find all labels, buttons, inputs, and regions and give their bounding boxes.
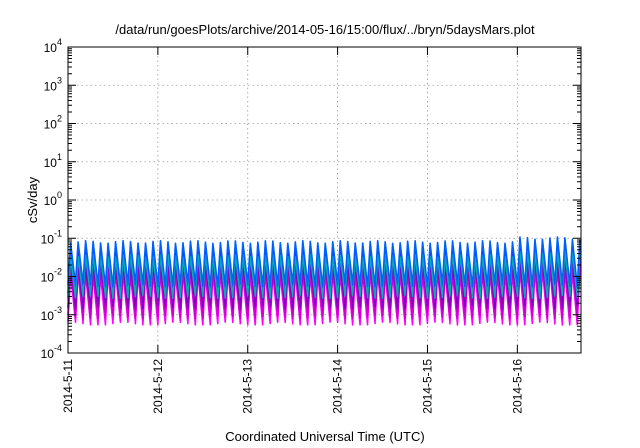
y-tick-label: 10-2 <box>41 267 62 285</box>
x-tick-label: 2014-5-14 <box>331 359 345 414</box>
x-axis-label: Coordinated Universal Time (UTC) <box>225 429 424 444</box>
series-line <box>67 236 581 288</box>
axis-ticks <box>67 46 581 354</box>
grid-lines <box>68 47 581 353</box>
y-tick-label: 10-3 <box>41 305 62 323</box>
y-tick-label: 101 <box>44 152 62 170</box>
y-tick-label: 102 <box>44 114 62 132</box>
data-series <box>67 236 581 326</box>
y-tick-label: 10-1 <box>41 228 62 246</box>
chart-title: /data/run/goesPlots/archive/2014-05-16/1… <box>115 22 535 37</box>
x-tick-label: 2014-5-12 <box>151 359 165 414</box>
y-axis-label: cSv/day <box>25 176 40 223</box>
x-tick-label: 2014-5-16 <box>510 359 524 414</box>
x-tick-label: 2014-5-11 <box>61 359 75 413</box>
series-line <box>67 249 581 300</box>
y-tick-labels: 10-4 10-3 10-2 10-1 100 101 102 103 104 <box>41 37 62 361</box>
x-tick-label: 2014-5-13 <box>241 359 255 414</box>
x-tick-label: 2014-5-15 <box>420 359 434 414</box>
y-tick-label: 103 <box>44 75 62 93</box>
y-tick-label: 104 <box>44 37 62 55</box>
x-tick-labels: 2014-5-11 2014-5-12 2014-5-13 2014-5-14 2014… <box>61 359 524 414</box>
y-tick-label: 10-4 <box>41 343 62 361</box>
y-tick-label: 100 <box>44 190 62 208</box>
